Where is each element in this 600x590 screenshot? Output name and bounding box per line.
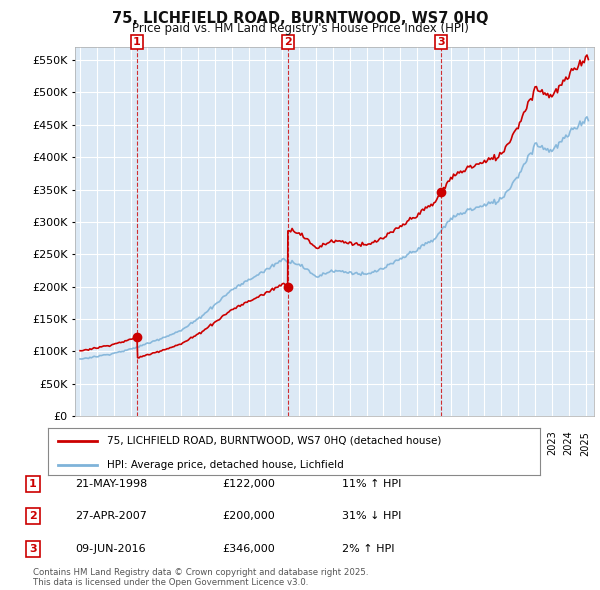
Text: 2024: 2024 (564, 431, 574, 455)
Text: 2023: 2023 (547, 431, 557, 455)
Text: 2016: 2016 (429, 431, 439, 455)
Text: 2004: 2004 (227, 431, 237, 455)
Text: 3: 3 (437, 37, 445, 47)
Text: 09-JUN-2016: 09-JUN-2016 (75, 544, 146, 553)
Text: 1995: 1995 (75, 431, 85, 455)
Text: 2022: 2022 (530, 431, 540, 455)
Text: 2005: 2005 (244, 431, 254, 455)
Text: 2020: 2020 (496, 431, 506, 455)
Text: 2000: 2000 (160, 431, 169, 455)
Text: 1: 1 (133, 37, 141, 47)
Text: Price paid vs. HM Land Registry's House Price Index (HPI): Price paid vs. HM Land Registry's House … (131, 22, 469, 35)
Text: 2017: 2017 (446, 431, 456, 455)
Text: 2019: 2019 (479, 431, 490, 455)
Text: 3: 3 (29, 544, 37, 553)
Text: 1: 1 (29, 479, 37, 489)
Text: 21-MAY-1998: 21-MAY-1998 (75, 479, 147, 489)
Text: 2021: 2021 (513, 431, 523, 455)
Text: 2014: 2014 (395, 431, 405, 455)
Text: £346,000: £346,000 (222, 544, 275, 553)
Text: 31% ↓ HPI: 31% ↓ HPI (342, 512, 401, 521)
Text: 2% ↑ HPI: 2% ↑ HPI (342, 544, 395, 553)
Text: 2: 2 (284, 37, 292, 47)
Text: 2008: 2008 (294, 431, 304, 455)
Text: 2007: 2007 (277, 431, 287, 455)
Text: Contains HM Land Registry data © Crown copyright and database right 2025.
This d: Contains HM Land Registry data © Crown c… (33, 568, 368, 587)
Text: 1997: 1997 (109, 431, 119, 455)
Text: 2011: 2011 (344, 431, 355, 455)
Text: 2: 2 (29, 512, 37, 521)
Text: 2006: 2006 (260, 431, 271, 455)
Text: 2013: 2013 (379, 431, 388, 455)
Text: 2018: 2018 (463, 431, 473, 455)
Text: 2025: 2025 (581, 431, 590, 455)
Text: 2012: 2012 (362, 431, 371, 455)
Text: 75, LICHFIELD ROAD, BURNTWOOD, WS7 0HQ (detached house): 75, LICHFIELD ROAD, BURNTWOOD, WS7 0HQ (… (107, 436, 442, 446)
Text: 2001: 2001 (176, 431, 186, 455)
Text: 2010: 2010 (328, 431, 338, 455)
Text: £122,000: £122,000 (222, 479, 275, 489)
Text: 1998: 1998 (125, 431, 136, 455)
Text: 11% ↑ HPI: 11% ↑ HPI (342, 479, 401, 489)
Text: 1996: 1996 (92, 431, 102, 455)
Text: 1999: 1999 (142, 431, 152, 455)
Text: 2003: 2003 (210, 431, 220, 455)
Text: 2015: 2015 (412, 431, 422, 455)
Text: 75, LICHFIELD ROAD, BURNTWOOD, WS7 0HQ: 75, LICHFIELD ROAD, BURNTWOOD, WS7 0HQ (112, 11, 488, 25)
Text: £200,000: £200,000 (222, 512, 275, 521)
Text: 2002: 2002 (193, 431, 203, 455)
Text: HPI: Average price, detached house, Lichfield: HPI: Average price, detached house, Lich… (107, 460, 344, 470)
Text: 27-APR-2007: 27-APR-2007 (75, 512, 147, 521)
Text: 2009: 2009 (311, 431, 321, 455)
